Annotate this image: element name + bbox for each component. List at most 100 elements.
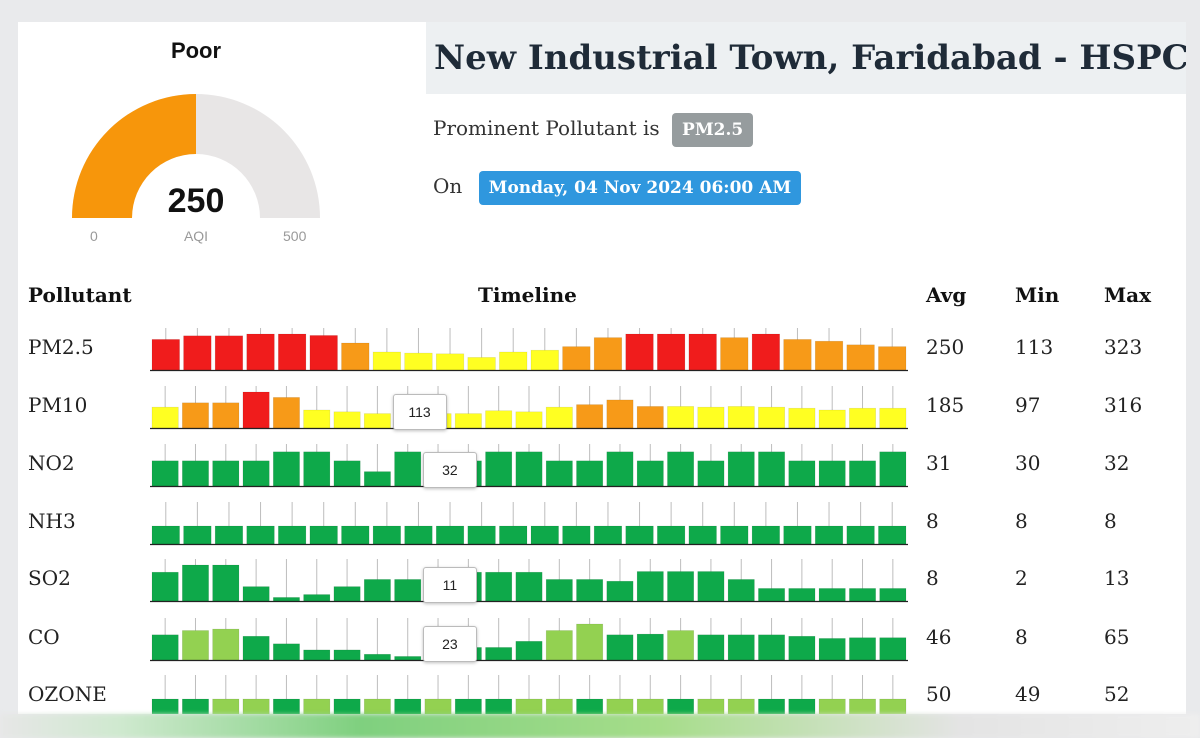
pollutant-name[interactable]: SO2: [28, 566, 71, 590]
timeline-bar[interactable]: [485, 647, 513, 661]
timeline-bar[interactable]: [606, 580, 634, 602]
timeline-bar[interactable]: [242, 460, 270, 487]
timeline-bar[interactable]: [151, 571, 179, 602]
timeline-bar[interactable]: [879, 698, 907, 714]
header-max[interactable]: Max: [1104, 283, 1152, 307]
timeline-bar[interactable]: [309, 335, 338, 371]
timeline-bar[interactable]: [576, 623, 604, 661]
timeline-bar[interactable]: [278, 333, 307, 371]
timeline-bar[interactable]: [667, 698, 695, 714]
timeline-bar[interactable]: [515, 451, 543, 487]
timeline-bar[interactable]: [363, 579, 391, 602]
timeline-bar[interactable]: [625, 525, 654, 545]
timeline-bar[interactable]: [562, 525, 591, 545]
timeline-bar[interactable]: [818, 460, 846, 487]
timeline-bar[interactable]: [697, 406, 725, 429]
timeline-bar[interactable]: [212, 698, 240, 714]
timeline-bar[interactable]: [751, 525, 780, 545]
timeline-bar[interactable]: [515, 571, 543, 602]
timeline-bar[interactable]: [606, 399, 634, 429]
timeline-bar[interactable]: [545, 406, 573, 429]
timeline-bar[interactable]: [182, 460, 209, 487]
timeline-bar[interactable]: [333, 586, 361, 602]
timeline-bar[interactable]: [697, 571, 725, 602]
timeline-bar[interactable]: [499, 525, 528, 545]
timeline-bar[interactable]: [214, 525, 244, 545]
timeline-bar[interactable]: [727, 451, 755, 487]
timeline-bar[interactable]: [688, 525, 717, 545]
timeline-bar[interactable]: [788, 407, 816, 429]
timeline-bar[interactable]: [545, 630, 573, 661]
timeline-bar[interactable]: [727, 698, 755, 714]
timeline-bar[interactable]: [636, 460, 664, 487]
timeline-bar[interactable]: [303, 698, 331, 714]
timeline-bar[interactable]: [879, 451, 907, 487]
timeline-bar[interactable]: [303, 649, 331, 661]
header-pollutant[interactable]: Pollutant: [28, 283, 132, 307]
timeline-bar[interactable]: [303, 409, 331, 429]
timeline-bar[interactable]: [467, 525, 496, 545]
timeline-bar[interactable]: [576, 460, 604, 487]
timeline-bar[interactable]: [404, 525, 433, 545]
timeline-bar[interactable]: [562, 346, 591, 371]
pollutant-name[interactable]: NO2: [28, 451, 75, 475]
timeline-bar[interactable]: [151, 698, 179, 714]
timeline-bar[interactable]: [454, 413, 482, 429]
timeline-bar[interactable]: [515, 411, 543, 429]
timeline-bar[interactable]: [545, 579, 573, 602]
timeline-bar[interactable]: [246, 525, 275, 545]
timeline-bar[interactable]: [545, 698, 573, 714]
timeline-bar[interactable]: [151, 406, 179, 429]
timeline-bar[interactable]: [435, 353, 465, 371]
timeline-bar[interactable]: [849, 698, 876, 714]
timeline-bar[interactable]: [214, 335, 244, 371]
timeline-bar[interactable]: [606, 634, 634, 661]
timeline-bar[interactable]: [272, 451, 300, 487]
timeline-bar[interactable]: [788, 635, 816, 661]
timeline-bar[interactable]: [212, 460, 240, 487]
timeline-bar[interactable]: [515, 640, 543, 661]
timeline-bar[interactable]: [394, 656, 422, 661]
pollutant-name[interactable]: CO: [28, 625, 60, 649]
timeline-bar[interactable]: [372, 351, 401, 371]
pollutant-name[interactable]: PM2.5: [28, 335, 94, 359]
timeline-bar[interactable]: [278, 525, 307, 545]
timeline-bar[interactable]: [341, 525, 370, 545]
timeline-bar[interactable]: [394, 451, 422, 487]
timeline-bar[interactable]: [636, 698, 664, 714]
timeline-bar[interactable]: [606, 451, 634, 487]
timeline-bar[interactable]: [242, 586, 270, 602]
header-avg[interactable]: Avg: [926, 283, 967, 307]
timeline-bar[interactable]: [697, 698, 725, 714]
timeline-bar[interactable]: [758, 634, 786, 661]
timeline-bar[interactable]: [814, 525, 844, 545]
timeline-bar[interactable]: [783, 525, 812, 545]
timeline-bar[interactable]: [272, 397, 300, 429]
timeline-bar[interactable]: [372, 525, 401, 545]
timeline-bar[interactable]: [363, 653, 391, 661]
timeline-bar[interactable]: [424, 698, 452, 714]
timeline-bar[interactable]: [625, 333, 654, 371]
timeline-bar[interactable]: [272, 597, 300, 602]
timeline-bar[interactable]: [593, 525, 623, 545]
timeline-bar[interactable]: [485, 410, 513, 429]
timeline-bar[interactable]: [333, 460, 361, 487]
timeline-bar[interactable]: [720, 337, 749, 371]
timeline-bar[interactable]: [309, 525, 338, 545]
timeline-bar[interactable]: [182, 564, 209, 602]
timeline-bar[interactable]: [182, 402, 209, 429]
timeline-bar[interactable]: [667, 630, 695, 661]
timeline-bar[interactable]: [246, 333, 275, 371]
timeline-bar[interactable]: [530, 349, 559, 371]
timeline-bar[interactable]: [697, 634, 725, 661]
timeline-bar[interactable]: [242, 391, 270, 429]
timeline-bar[interactable]: [667, 571, 695, 602]
timeline-bar[interactable]: [333, 698, 361, 714]
timeline-bar[interactable]: [814, 340, 844, 371]
timeline-bar[interactable]: [818, 588, 846, 602]
timeline-bar[interactable]: [212, 628, 240, 661]
timeline-bar[interactable]: [593, 337, 623, 371]
timeline-bar[interactable]: [576, 579, 604, 602]
timeline-bar[interactable]: [849, 407, 876, 429]
timeline-bar[interactable]: [183, 335, 212, 371]
